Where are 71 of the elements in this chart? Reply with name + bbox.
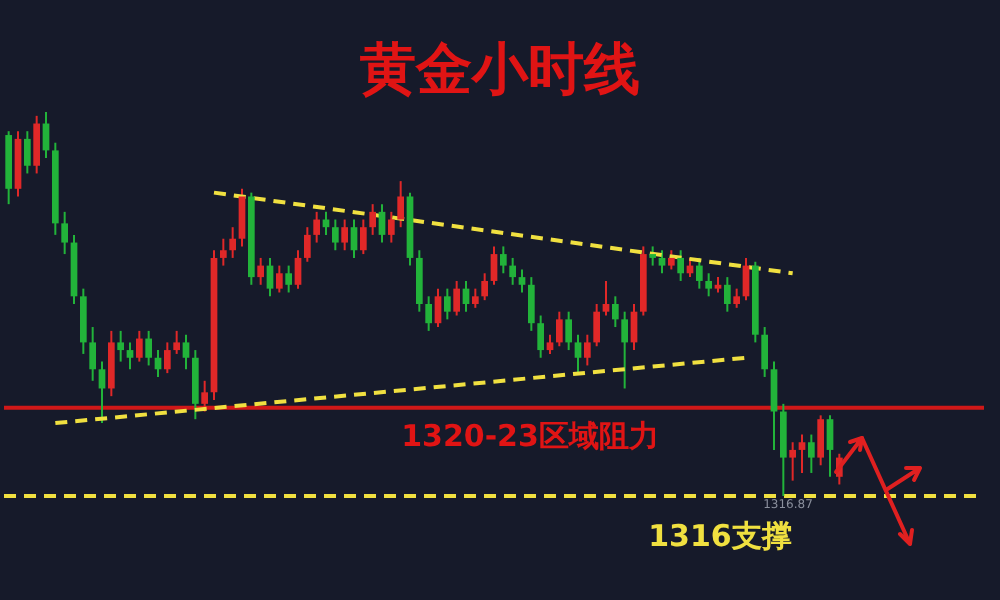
candlestick [481, 272, 489, 302]
candlestick [61, 210, 69, 256]
candlestick [826, 414, 834, 478]
candlestick [313, 210, 321, 244]
candlestick [163, 341, 171, 375]
candlestick [434, 287, 442, 329]
candlestick [117, 329, 125, 363]
candlestick [490, 245, 498, 286]
candlestick [79, 287, 87, 355]
candlestick [285, 264, 293, 294]
candlestick [565, 310, 573, 352]
candlestick [705, 272, 713, 298]
ref-line-label: 1316支撑 [648, 518, 792, 554]
candlestick [509, 256, 517, 286]
candlestick [611, 295, 619, 329]
candlestick [359, 218, 367, 256]
candlestick [145, 329, 153, 367]
chart-title: 黄金小时线 [358, 36, 640, 102]
candlestick [275, 264, 283, 294]
candlestick [331, 218, 339, 252]
candlestick [621, 310, 629, 390]
candlestick [107, 329, 115, 398]
candlestick [779, 402, 787, 497]
candlestick [695, 256, 703, 290]
candlestick [649, 245, 657, 267]
candlestick [471, 287, 479, 309]
candlestick [201, 379, 209, 413]
candlestick [191, 349, 199, 421]
candlestick [593, 303, 601, 348]
candlestick [667, 249, 675, 271]
candlestick [443, 287, 451, 321]
candlestick [546, 333, 554, 355]
candlestick [89, 326, 97, 382]
candlestick [574, 333, 582, 375]
candlestick [23, 130, 31, 175]
candlestick [789, 441, 797, 482]
candlestick [415, 249, 423, 313]
candlestick [425, 295, 433, 332]
candlestick [182, 333, 190, 371]
candlestick [126, 341, 134, 371]
candlestick [817, 414, 825, 467]
candlestick [135, 329, 143, 363]
candlestick [527, 276, 535, 332]
candlestick [397, 180, 405, 229]
ref-line-label: 1320-23区域阻力 [401, 417, 659, 454]
candlestick [294, 249, 302, 290]
candlestick [723, 276, 731, 313]
candlestick [341, 218, 349, 252]
candlestick [257, 256, 265, 286]
candlestick [453, 279, 461, 317]
candlestick [303, 226, 311, 263]
candlestick [677, 249, 685, 282]
candlestick [369, 203, 377, 236]
candlestick [499, 245, 507, 275]
candlestick [387, 210, 395, 244]
candlestick [807, 433, 815, 474]
candlestick [602, 279, 610, 317]
candlestick [770, 360, 778, 451]
candlestick [219, 237, 227, 267]
candlestick [555, 310, 563, 348]
candlestick [583, 333, 591, 367]
candlestick [518, 268, 526, 294]
candlestick [173, 329, 181, 355]
candlestick [733, 287, 741, 309]
candlestick [537, 314, 545, 359]
candlestick [798, 433, 806, 474]
candlestick [658, 249, 666, 275]
candlestick [238, 187, 246, 248]
candlestick [33, 114, 41, 175]
candlestick [761, 326, 769, 378]
candlestick [229, 226, 237, 259]
